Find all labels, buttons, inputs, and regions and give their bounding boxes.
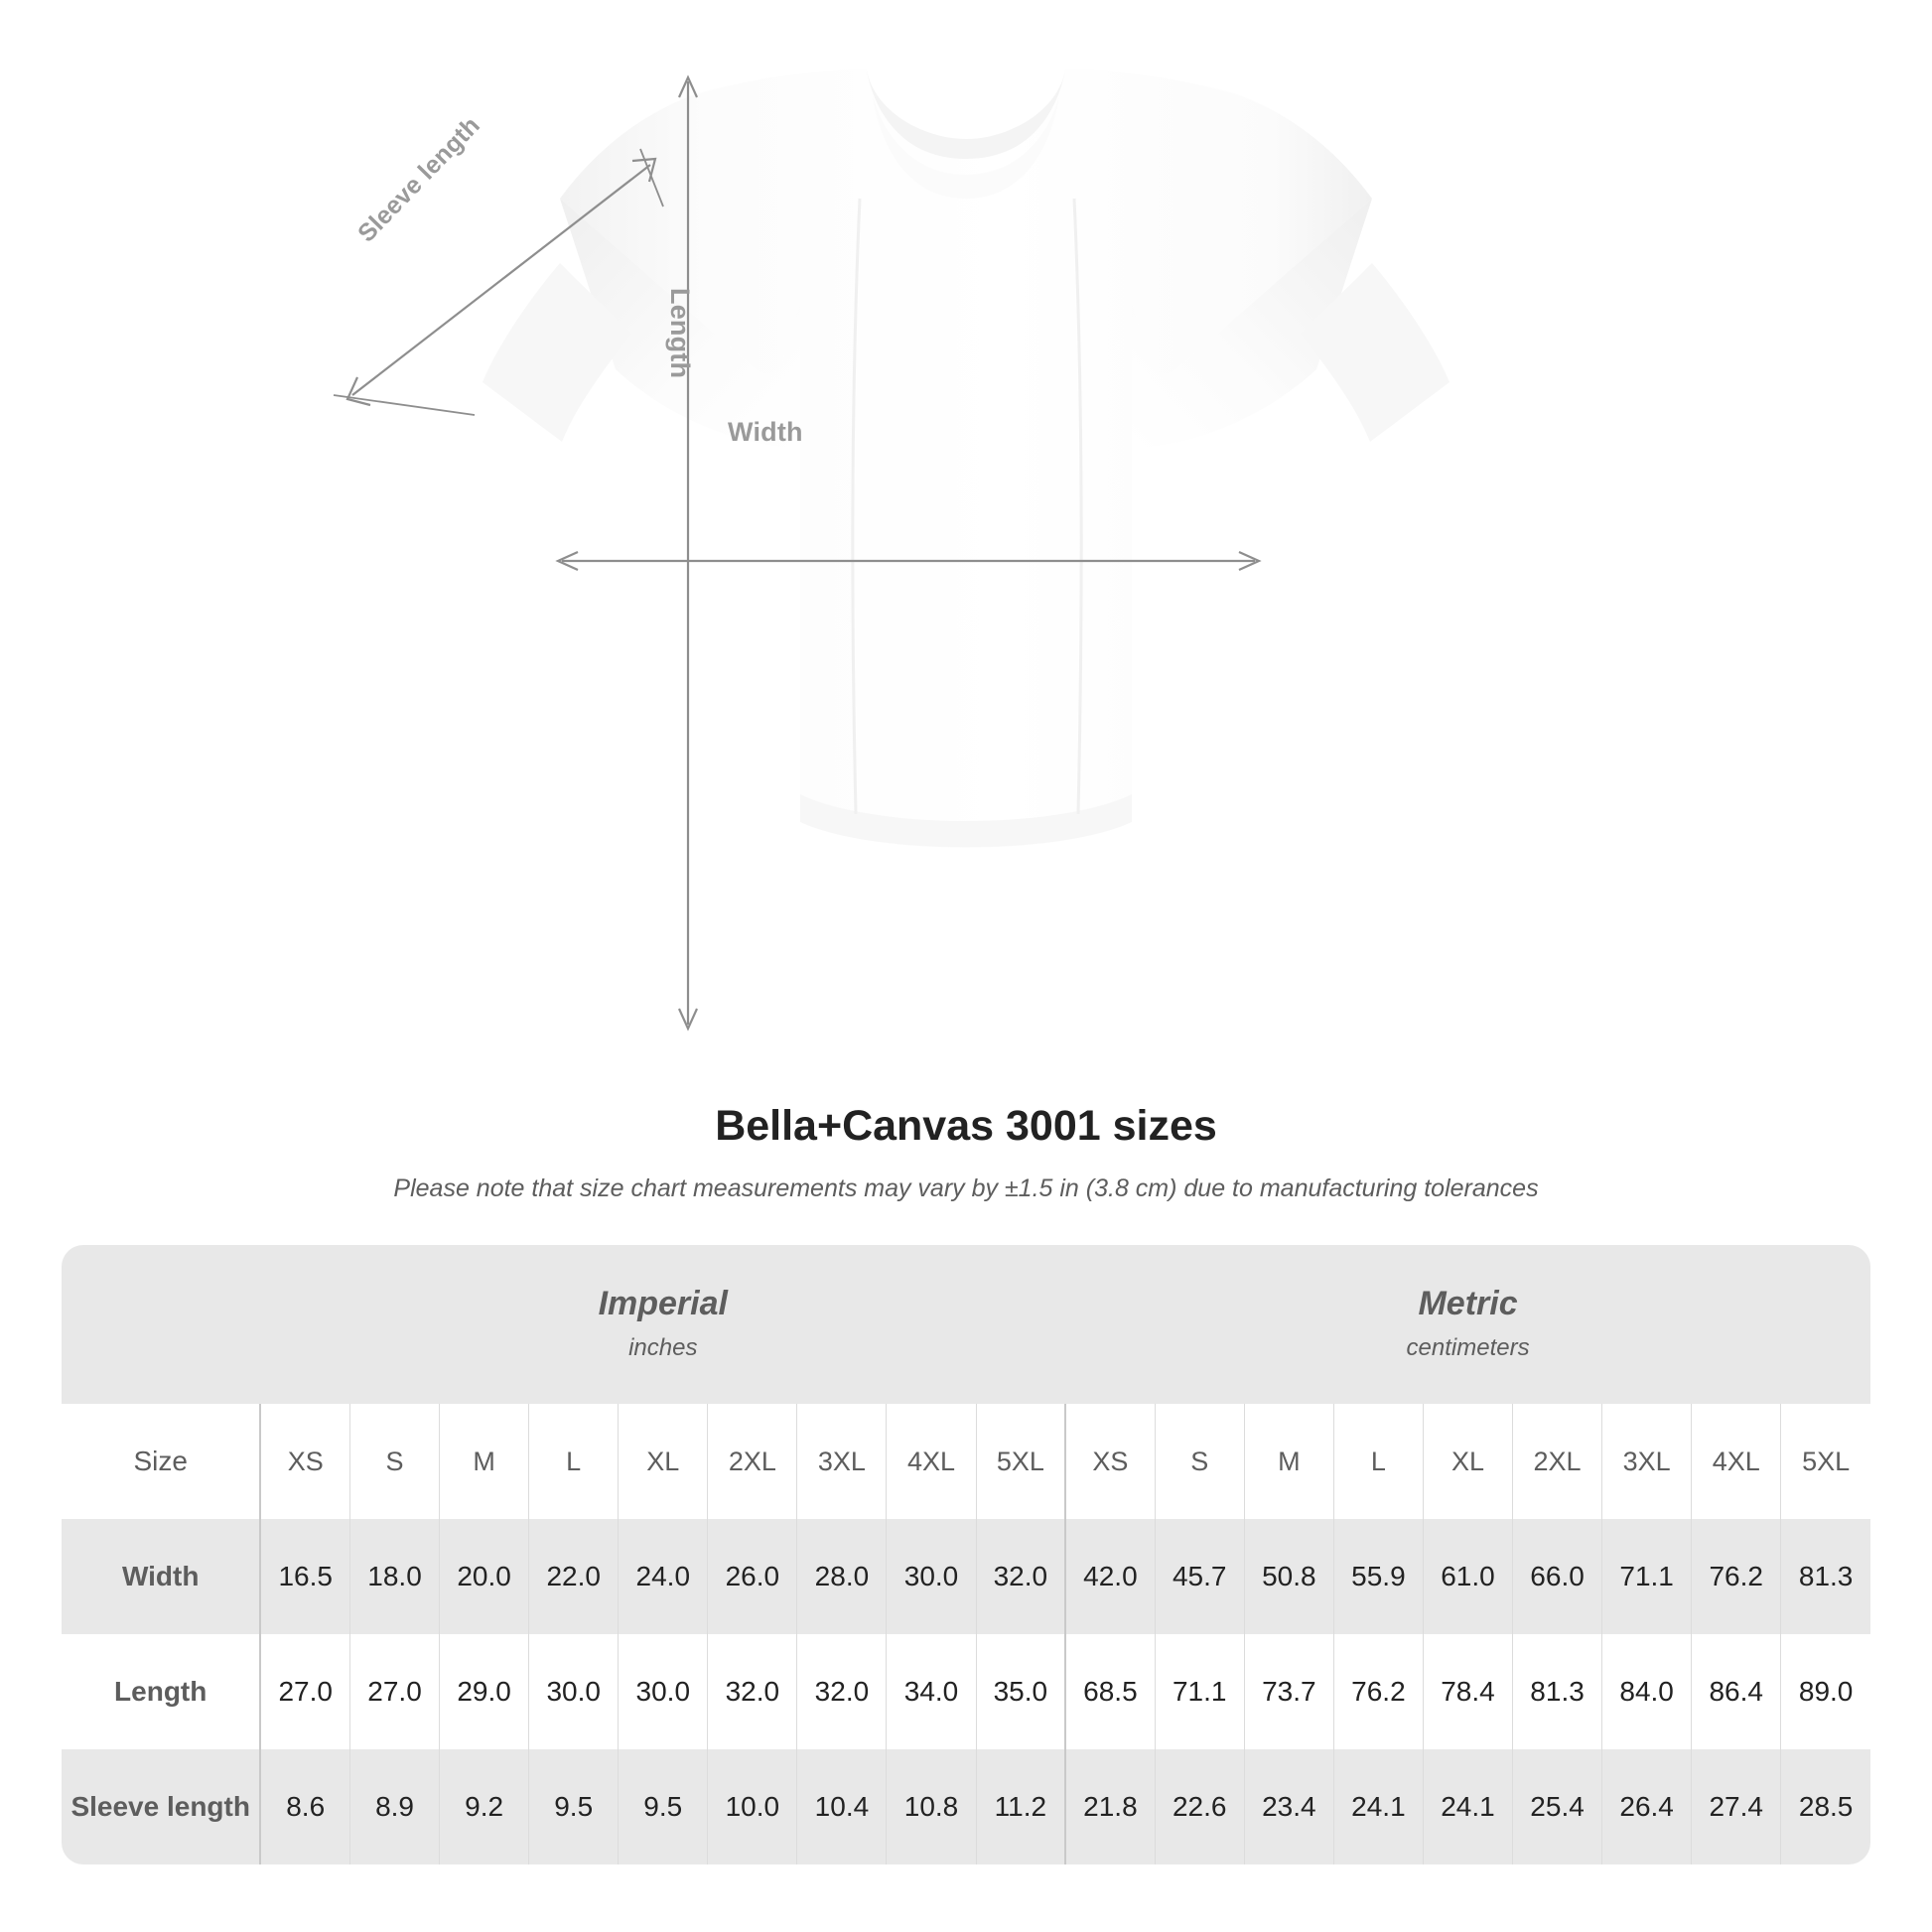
cell-width-imperial-m: 20.0: [439, 1519, 529, 1634]
cell-sleeve-length-imperial-xs: 8.6: [259, 1749, 350, 1864]
cell-width-metric-3xl: 71.1: [1601, 1519, 1692, 1634]
cell-sleeve-length-imperial-l: 9.5: [528, 1749, 619, 1864]
tshirt-diagram-svg: [333, 69, 1449, 1032]
table-row: Length 27.0 27.0 29.0 30.0 30.0 32.0 32.0 34.0 35…: [62, 1634, 1870, 1749]
cell-length-imperial-4xl: 34.0: [886, 1634, 977, 1749]
cell-width-imperial-5xl: 32.0: [975, 1519, 1066, 1634]
tolerance-note: Please note that size chart measurements…: [393, 1174, 1539, 1202]
size-header-imperial-xs: XS: [259, 1404, 350, 1519]
cell-sleeve-length-imperial-4xl: 10.8: [886, 1749, 977, 1864]
cell-width-metric-5xl: 81.3: [1780, 1519, 1870, 1634]
cell-sleeve-length-metric-4xl: 27.4: [1691, 1749, 1781, 1864]
cell-sleeve-length-metric-m: 23.4: [1243, 1749, 1334, 1864]
cell-length-metric-4xl: 86.4: [1691, 1634, 1781, 1749]
cell-sleeve-length-imperial-5xl: 11.2: [975, 1749, 1066, 1864]
cell-width-imperial-4xl: 30.0: [886, 1519, 977, 1634]
width-annotation: Width: [728, 417, 803, 447]
size-header-metric-l: L: [1332, 1404, 1424, 1519]
imperial-unit-sub: inches: [628, 1333, 698, 1361]
size-header-metric-s: S: [1154, 1404, 1245, 1519]
cell-width-imperial-xl: 24.0: [618, 1519, 708, 1634]
cell-length-imperial-s: 27.0: [348, 1634, 440, 1749]
size-header-metric-m: M: [1243, 1404, 1334, 1519]
size-chart-table: Imperial inches Metric centimeters Size XS S M L…: [62, 1245, 1870, 1864]
cell-length-metric-xs: 68.5: [1064, 1634, 1156, 1749]
size-table-wrapper: Imperial inches Metric centimeters Size XS S M L…: [0, 1245, 1932, 1864]
size-header-metric-3xl: 3XL: [1601, 1404, 1692, 1519]
cell-width-imperial-2xl: 26.0: [707, 1519, 797, 1634]
cell-width-metric-m: 50.8: [1243, 1519, 1334, 1634]
cell-length-imperial-l: 30.0: [528, 1634, 619, 1749]
metric-unit-sub: centimeters: [1406, 1333, 1530, 1361]
cell-length-metric-3xl: 84.0: [1601, 1634, 1692, 1749]
cell-width-imperial-xs: 16.5: [259, 1519, 350, 1634]
unit-band-spacer: [62, 1245, 261, 1404]
cell-width-metric-xs: 42.0: [1064, 1519, 1156, 1634]
size-header-imperial-s: S: [348, 1404, 440, 1519]
size-header-imperial-l: L: [528, 1404, 619, 1519]
cell-sleeve-length-imperial-m: 9.2: [439, 1749, 529, 1864]
cell-sleeve-length-metric-l: 24.1: [1332, 1749, 1424, 1864]
size-header-metric-xs: XS: [1064, 1404, 1156, 1519]
cell-width-imperial-l: 22.0: [528, 1519, 619, 1634]
size-header-row: Size XS S M L XL 2XL 3XL 4XL 5XL XS S M L XL 2XL 3XL 4XL 5…: [62, 1404, 1870, 1519]
cell-sleeve-length-imperial-3xl: 10.4: [796, 1749, 887, 1864]
size-header-imperial-m: M: [439, 1404, 529, 1519]
measurement-lines: [333, 74, 1262, 1032]
cell-length-imperial-3xl: 32.0: [796, 1634, 887, 1749]
cell-sleeve-length-imperial-xl: 9.5: [618, 1749, 708, 1864]
cell-sleeve-length-imperial-2xl: 10.0: [707, 1749, 797, 1864]
imperial-unit-name: Imperial: [598, 1285, 728, 1323]
table-row: Width 16.5 18.0 20.0 22.0 24.0 26.0 28.0 30.0 32.…: [62, 1519, 1870, 1634]
row-label-length: Length: [62, 1634, 261, 1749]
size-header-imperial-xl: XL: [618, 1404, 708, 1519]
unit-band-row: Imperial inches Metric centimeters: [62, 1245, 1870, 1404]
cell-length-metric-l: 76.2: [1332, 1634, 1424, 1749]
cell-sleeve-length-imperial-s: 8.9: [348, 1749, 440, 1864]
cell-length-metric-xl: 78.4: [1422, 1634, 1513, 1749]
cell-width-imperial-s: 18.0: [348, 1519, 440, 1634]
page-title: Bella+Canvas 3001 sizes: [715, 1102, 1217, 1150]
cell-length-imperial-xs: 27.0: [259, 1634, 350, 1749]
cell-sleeve-length-metric-xl: 24.1: [1422, 1749, 1513, 1864]
size-header-metric-xl: XL: [1422, 1404, 1513, 1519]
size-header-imperial-2xl: 2XL: [707, 1404, 797, 1519]
size-header-metric-2xl: 2XL: [1512, 1404, 1602, 1519]
cell-sleeve-length-metric-2xl: 25.4: [1512, 1749, 1602, 1864]
size-header-label: Size: [62, 1404, 261, 1519]
tshirt-silhouette: [483, 69, 1449, 848]
cell-length-imperial-m: 29.0: [439, 1634, 529, 1749]
row-label-sleeve-length: Sleeve length: [62, 1749, 261, 1864]
imperial-unit-header: Imperial inches: [260, 1245, 1066, 1404]
tshirt-illustration: Sleeve length Length Width: [333, 69, 1449, 1032]
size-header-metric-5xl: 5XL: [1780, 1404, 1870, 1519]
size-header-metric-4xl: 4XL: [1691, 1404, 1781, 1519]
cell-length-metric-2xl: 81.3: [1512, 1634, 1602, 1749]
cell-width-metric-xl: 61.0: [1422, 1519, 1513, 1634]
cell-length-imperial-xl: 30.0: [618, 1634, 708, 1749]
size-header-imperial-5xl: 5XL: [975, 1404, 1066, 1519]
size-header-imperial-3xl: 3XL: [796, 1404, 887, 1519]
cell-length-metric-s: 71.1: [1154, 1634, 1245, 1749]
cell-length-imperial-5xl: 35.0: [975, 1634, 1066, 1749]
length-annotation: Length: [665, 288, 695, 379]
cell-sleeve-length-metric-3xl: 26.4: [1601, 1749, 1692, 1864]
cell-width-imperial-3xl: 28.0: [796, 1519, 887, 1634]
cell-sleeve-length-metric-xs: 21.8: [1064, 1749, 1156, 1864]
size-header-imperial-4xl: 4XL: [886, 1404, 977, 1519]
cell-width-metric-4xl: 76.2: [1691, 1519, 1781, 1634]
cell-sleeve-length-metric-5xl: 28.5: [1780, 1749, 1870, 1864]
cell-length-metric-m: 73.7: [1243, 1634, 1334, 1749]
cell-length-imperial-2xl: 32.0: [707, 1634, 797, 1749]
row-label-width: Width: [62, 1519, 261, 1634]
cell-sleeve-length-metric-s: 22.6: [1154, 1749, 1245, 1864]
cell-length-metric-5xl: 89.0: [1780, 1634, 1870, 1749]
cell-width-metric-2xl: 66.0: [1512, 1519, 1602, 1634]
metric-unit-header: Metric centimeters: [1065, 1245, 1870, 1404]
metric-unit-name: Metric: [1418, 1285, 1518, 1323]
table-row: Sleeve length 8.6 8.9 9.2 9.5 9.5 10.0 10.4 10.8…: [62, 1749, 1870, 1864]
cell-width-metric-s: 45.7: [1154, 1519, 1245, 1634]
cell-width-metric-l: 55.9: [1332, 1519, 1424, 1634]
